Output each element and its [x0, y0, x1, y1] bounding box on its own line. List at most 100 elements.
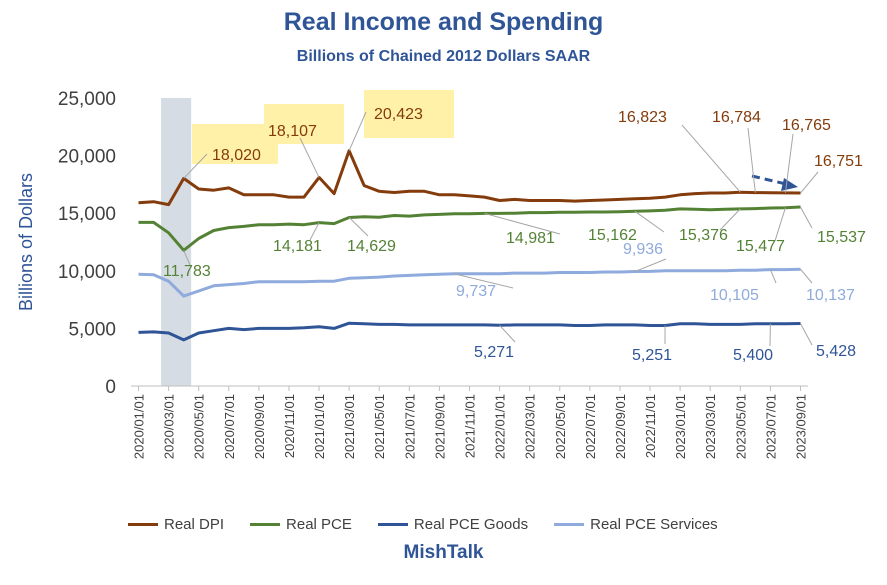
leader-line: [299, 137, 320, 178]
series-line-real-pce-services: [138, 267, 801, 298]
leader-line: [348, 111, 367, 151]
data-label: 5,251: [632, 347, 672, 364]
legend-swatch: [554, 523, 585, 526]
leader-line: [634, 210, 665, 233]
legend-item-real-pce: Real PCE: [250, 516, 352, 533]
leader-line: [499, 324, 516, 343]
highlight-box: [364, 90, 454, 138]
x-tick-label: 2020/09/01: [252, 394, 267, 459]
data-label: 5,271: [474, 344, 514, 361]
leader-line: [681, 124, 741, 193]
legend-swatch: [377, 523, 408, 526]
data-label: 16,751: [814, 153, 863, 170]
leader-line: [183, 250, 191, 266]
data-label: 14,981: [506, 230, 555, 247]
x-tick-label: 2023/07/01: [763, 394, 778, 459]
trend-arrowhead: [781, 178, 798, 191]
x-tick-label: 2021/05/01: [372, 394, 387, 459]
legend-item-real-pce-goods: Real PCE Goods: [377, 516, 529, 533]
leader-line: [800, 323, 813, 346]
leader-line: [784, 133, 794, 193]
data-label: 18,020: [212, 147, 261, 164]
y-tick-label: 5,000: [68, 319, 116, 340]
legend-label: Real DPI: [164, 516, 225, 533]
leader-line: [484, 212, 561, 235]
x-tick-label: 2022/09/01: [613, 394, 628, 459]
data-label: 15,162: [588, 227, 637, 244]
data-label: 10,137: [806, 287, 855, 304]
y-tick-label: 0: [105, 377, 116, 398]
x-tick-label: 2023/01/01: [673, 394, 688, 459]
data-label: 9,936: [623, 241, 663, 258]
data-label: 16,765: [782, 117, 831, 134]
leader-line: [774, 207, 786, 242]
brand-footer: MishTalk: [403, 542, 484, 563]
x-tick-label: 2022/07/01: [583, 394, 598, 459]
leader-line: [183, 153, 208, 179]
x-tick-label: 2021/07/01: [402, 394, 417, 459]
legend-swatch: [250, 523, 281, 526]
data-label: 11,783: [163, 263, 211, 280]
data-label: 5,400: [733, 347, 773, 364]
data-label: 14,181: [273, 238, 322, 255]
legend-label: Real PCE: [286, 516, 352, 533]
leader-line: [719, 208, 741, 231]
x-tick-label: 2021/03/01: [342, 394, 357, 459]
x-tick-label: 2020/07/01: [222, 394, 237, 459]
y-tick-label: 10,000: [58, 262, 116, 283]
y-axis-title: Billions of Dollars: [16, 173, 36, 311]
legend-swatch: [128, 523, 158, 526]
y-tick-label: 20,000: [58, 147, 116, 168]
data-label: 15,376: [679, 227, 728, 244]
leader-line: [747, 127, 756, 193]
leader-line: [800, 171, 819, 194]
leader-line: [800, 206, 813, 229]
x-tick-label: 2020/01/01: [132, 394, 147, 459]
series-line-real-pce: [138, 205, 801, 252]
x-tick-label: 2023/03/01: [703, 394, 718, 459]
highlight-box: [192, 124, 278, 164]
series-line-real-pce-goods: [138, 321, 801, 342]
data-label: 18,107: [268, 123, 317, 140]
highlight-box: [264, 104, 344, 144]
x-tick-label: 2022/01/01: [493, 394, 508, 459]
x-tick-label: 2022/03/01: [523, 394, 538, 459]
trend-arrow-line: [751, 174, 787, 186]
data-label: 5,428: [816, 343, 856, 360]
x-tick-label: 2021/09/01: [432, 394, 447, 459]
data-label: 20,423: [374, 106, 423, 123]
x-tick-label: 2023/05/01: [733, 394, 748, 459]
leader-line: [309, 222, 320, 241]
leader-line: [634, 258, 667, 273]
legend-label: Real PCE Goods: [413, 516, 529, 533]
x-tick-label: 2020/05/01: [192, 394, 207, 459]
leader-line: [769, 269, 777, 284]
leader-line: [454, 273, 514, 289]
data-label: 16,823: [618, 109, 667, 126]
data-label: 15,477: [736, 238, 785, 255]
legend: Real DPI Real PCE Real PCE Goods Real PC…: [128, 516, 718, 533]
legend-label: Real PCE Services: [590, 516, 718, 533]
x-tick-label: 2020/11/01: [282, 394, 297, 458]
data-label: 9,737: [456, 283, 496, 300]
data-label: 16,784: [712, 109, 761, 126]
legend-item-real-pce-services: Real PCE Services: [554, 516, 718, 533]
leader-line: [800, 268, 813, 284]
y-tick-label: 25,000: [58, 89, 116, 110]
series-line-real-dpi: [138, 149, 801, 207]
x-tick-label: 2023/09/01: [793, 394, 808, 459]
data-label: 15,537: [817, 229, 866, 246]
x-tick-label: 2020/03/01: [162, 394, 177, 459]
y-tick-label: 15,000: [58, 204, 116, 225]
x-tick-label: 2022/11/01: [643, 394, 658, 458]
legend-item-real-dpi: Real DPI: [128, 516, 224, 533]
leader-line: [348, 217, 369, 237]
chart-title: Real Income and Spending: [283, 8, 604, 36]
chart-subtitle: Billions of Chained 2012 Dollars SAAR: [296, 48, 591, 65]
data-label: 14,629: [347, 238, 396, 255]
x-tick-label: 2021/01/01: [312, 394, 327, 459]
x-tick-label: 2021/11/01: [463, 394, 478, 458]
x-tick-label: 2022/05/01: [553, 394, 568, 459]
data-label: 10,105: [710, 287, 759, 304]
